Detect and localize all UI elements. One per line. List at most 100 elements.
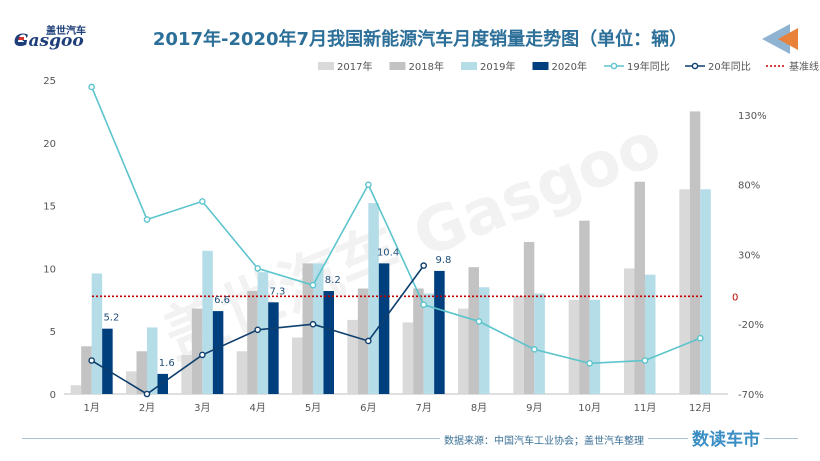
bar (568, 299, 580, 394)
bar (368, 203, 379, 394)
bar (212, 311, 224, 394)
baseline: 0 (92, 292, 738, 303)
line-point (641, 357, 649, 364)
legend-marker (691, 62, 699, 70)
legend-swatch (318, 62, 334, 70)
logo-stripe-red (16, 37, 24, 40)
line-yoy-2019 (90, 86, 701, 365)
line-point (309, 281, 317, 289)
bar (589, 299, 601, 394)
x-tick-label: 12月 (689, 402, 712, 414)
y-left-tick-label: 5 (50, 327, 56, 338)
legend-label: 2017年 (337, 60, 372, 73)
y-right-tick-label: 30% (738, 250, 760, 261)
bar (91, 273, 103, 394)
legend-swatch (532, 62, 549, 70)
line-point (254, 326, 261, 334)
bar (534, 293, 545, 394)
bar (423, 293, 435, 394)
bar (624, 268, 635, 394)
bar (136, 351, 147, 394)
legend-swatch (389, 62, 406, 70)
bar (313, 263, 324, 394)
data-label-2020: 7.3 (269, 286, 285, 297)
bar (102, 328, 113, 394)
bar (357, 288, 369, 394)
line-point (309, 320, 317, 328)
x-tick-label: 2月 (139, 402, 155, 414)
bar (147, 327, 158, 394)
bar (523, 242, 535, 394)
legend: 2017年 2018年 2019年 2020年 19年同比 20年同比 基准线 (318, 60, 819, 73)
bar (70, 385, 82, 394)
line-point (88, 357, 95, 364)
bar (247, 291, 258, 394)
x-tick-label: 3月 (194, 402, 210, 414)
bar (81, 346, 92, 394)
line-point (199, 198, 206, 205)
data-label-2020: 5.2 (103, 313, 119, 324)
data-label-2020: 10.4 (377, 247, 399, 258)
y-left-tick-label: 25 (43, 76, 56, 87)
bar (126, 371, 137, 394)
y-right-tick-label: 80% (738, 181, 760, 192)
legend-marker (610, 62, 618, 70)
bar (700, 189, 711, 394)
bar (323, 291, 334, 394)
legend-label: 19年同比 (627, 60, 670, 73)
y-right-tick-label: -20% (738, 320, 764, 331)
y-right-tick-label: -70% (738, 390, 764, 401)
bar (679, 189, 690, 394)
axes: 0 5 10 15 20 25 -70% -20% 30% 80% 130% 1月 2月 3月 4月 5月 6月… (43, 76, 766, 414)
data-label-2020: 1.6 (159, 358, 175, 369)
chart-header: 盖世汽车 Gasgoo 2017年-2020年7月我国新能源汽车月度销量走势图（… (0, 0, 820, 58)
nav-arrow-icon (762, 24, 798, 54)
bar (513, 296, 524, 394)
x-tick-label: 1月 (83, 402, 99, 414)
bar (236, 351, 248, 394)
x-tick-label: 4月 (249, 402, 265, 414)
line-point (420, 262, 427, 269)
data-labels: 5.2 1.6 6.6 7.3 8.2 10.4 9.8 (103, 247, 451, 369)
data-label-2020: 6.6 (214, 295, 230, 306)
baseline-label: 0 (732, 292, 738, 303)
line-point (365, 181, 372, 188)
logo-wordmark: Gasgoo (14, 31, 84, 51)
legend-label: 基准线 (789, 60, 819, 73)
y-left-tick-label: 20 (43, 139, 56, 150)
bar (191, 308, 203, 394)
bar (645, 274, 656, 394)
x-tick-label: 7月 (415, 402, 431, 414)
y-left-tick-label: 0 (50, 390, 56, 401)
bar (157, 373, 168, 394)
data-source: 数据来源：中国汽车工业协会；盖世汽车整理 (440, 432, 648, 447)
data-label-2020: 8.2 (325, 275, 341, 286)
bar (181, 355, 192, 394)
line-point (420, 301, 427, 308)
legend-label: 2020年 (552, 60, 587, 73)
line-point (88, 83, 95, 91)
bar (302, 263, 313, 394)
bar (413, 288, 424, 394)
bar (202, 250, 213, 394)
bar (257, 272, 269, 394)
x-tick-label: 9月 (526, 402, 542, 414)
line-point (199, 351, 206, 359)
line-point (475, 318, 483, 325)
bar (689, 111, 701, 395)
legend-label: 20年同比 (708, 60, 751, 73)
line-point (143, 390, 151, 398)
logo-name: 盖世汽车 (46, 26, 86, 37)
gasgoo-logo: 盖世汽车 Gasgoo (14, 22, 90, 56)
bar (579, 220, 590, 394)
logo-stripe-blue (16, 42, 24, 45)
y-left-tick-label: 15 (43, 202, 56, 213)
line-point (531, 346, 538, 353)
legend-label: 2018年 (409, 60, 444, 73)
chart-title: 2017年-2020年7月我国新能源汽车月度销量走势图（单位：辆） (152, 29, 688, 50)
x-tick-label: 11月 (634, 402, 657, 414)
x-tick-label: 8月 (471, 402, 487, 414)
bar (378, 263, 390, 394)
data-label-2020: 9.8 (435, 255, 451, 266)
line-series (88, 83, 704, 398)
